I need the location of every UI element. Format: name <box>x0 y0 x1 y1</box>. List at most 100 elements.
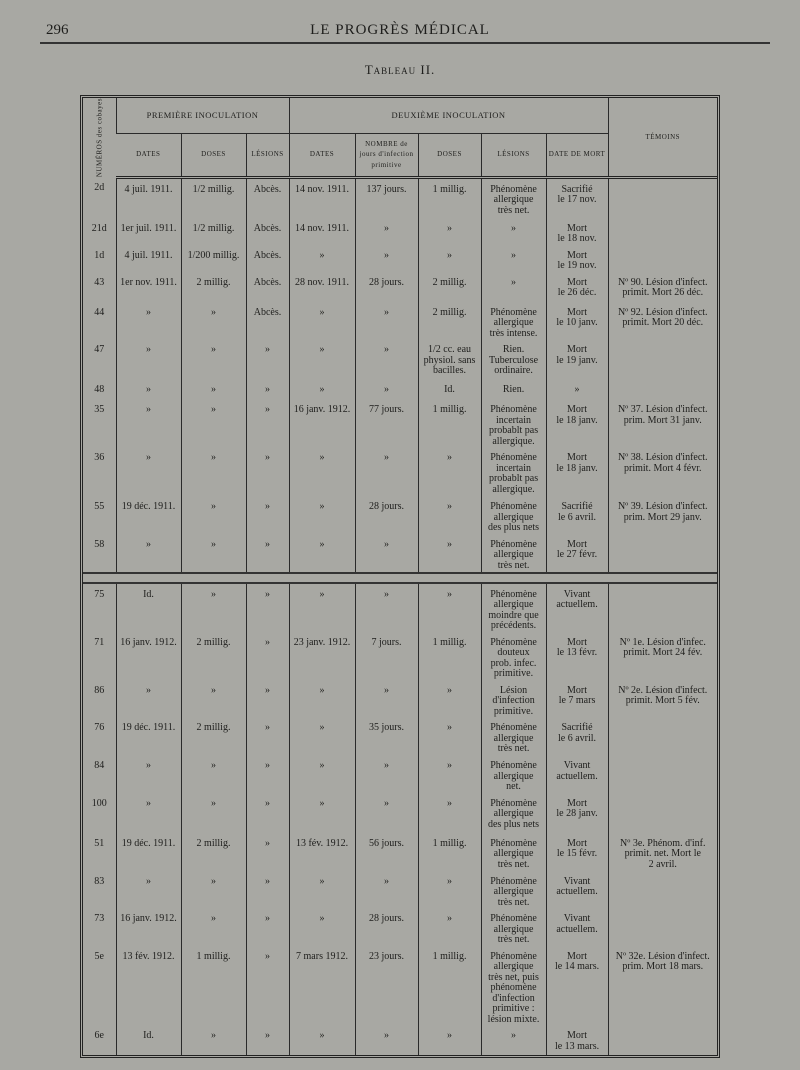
table-cell: 1d <box>94 249 105 261</box>
table-row: 55 19 déc. 1911.»»» 28 jours.» Phénomène al… <box>83 496 717 534</box>
table-cell: Phénomène allergique très net. <box>480 908 547 946</box>
table-cell: » <box>288 908 356 946</box>
table-cell: Nº 2e. Lésion d'infect. primit. Mort 5 f… <box>607 679 717 718</box>
table-cell: » <box>180 792 246 833</box>
table-cell: » <box>245 945 290 1026</box>
header-premiere-inoculation: PREMIÈRE INOCULATION <box>115 98 290 134</box>
table-cell: Mort le 13 mars. <box>545 1025 609 1056</box>
table-cell: » <box>245 908 290 946</box>
table-row: 43 1er nov. 1911. 2 millig. Abcès. 28 nov. 1… <box>83 271 717 302</box>
table-cell: Id. <box>115 1025 181 1056</box>
fold-line <box>83 571 717 584</box>
table-cell: 84 <box>94 760 105 772</box>
table-cell: 1 millig. <box>417 945 482 1026</box>
table-cell: » <box>354 379 419 400</box>
table-cell: 7 mars 1912. <box>288 945 356 1026</box>
table-cell: 2 millig. <box>180 631 246 680</box>
table-cell: Nº 38. Lésion d'infect. primit. Mort 4 f… <box>607 447 717 497</box>
table-cell: 44 <box>94 306 105 318</box>
table-cell: Vivant actuellem. <box>545 870 609 909</box>
table-cell: 56 jours. <box>354 832 419 871</box>
table-cell: » <box>417 217 482 245</box>
table-cell: » <box>180 679 246 718</box>
table-cell: » <box>245 1025 290 1056</box>
table-cell: Mort le 18 janv. <box>545 447 609 497</box>
table-cell: Abcès. <box>245 217 290 245</box>
table-cell: » <box>480 1025 547 1056</box>
table-cell: » <box>288 533 356 573</box>
table-cell: Nº 39. Lésion d'infect. prim. Mort 29 ja… <box>607 496 717 534</box>
table-cell: Mort le 19 nov. <box>545 244 609 272</box>
table-row: 83»»»»»» Phénomène allergique très net. Vi… <box>83 870 717 909</box>
table-cell: 1 millig. <box>417 177 482 218</box>
table-cell: » <box>288 755 356 793</box>
table-cell: 28 jours. <box>354 496 419 534</box>
column-header: DATE DE MORT <box>545 133 609 179</box>
table-cell: 4 juil. 1911. <box>115 244 181 272</box>
table-row: 71 16 janv. 1912. 2 millig.» 23 janv. 1912.… <box>83 631 717 680</box>
table-cell: 1 millig. <box>417 399 482 448</box>
table-cell <box>607 177 717 218</box>
table-cell: 55 <box>94 501 105 513</box>
table-cell: » <box>115 533 181 573</box>
table-cell: Phénomène allergique net. <box>480 755 547 793</box>
table-cell: » <box>180 379 246 400</box>
table-cell: » <box>417 717 482 756</box>
table-cell: Nº 90. Lésion d'infect. primit. Mort 26 … <box>607 271 717 302</box>
table-cell <box>607 379 717 400</box>
page-fold-break <box>83 571 717 584</box>
table-cell: » <box>245 755 290 793</box>
table-row: 75 Id.»»»»» Phénomène allergique moindre q… <box>83 582 717 632</box>
table-row: 2d 4 juil. 1911. 1/2 millig. Abcès. 14 nov. … <box>83 177 717 218</box>
table-cell: 1/2 millig. <box>180 217 246 245</box>
table-cell: Phénomène allergique très net. <box>480 177 547 218</box>
table-cell: 14 nov. 1911. <box>288 217 356 245</box>
table-cell: 2 millig. <box>417 271 482 302</box>
table-cell: 23 janv. 1912. <box>288 631 356 680</box>
table-cell: 77 jours. <box>354 399 419 448</box>
table-cell: » <box>245 792 290 833</box>
table-cell: 1/2 cc. eau physiol. sans bacilles. <box>417 339 482 380</box>
table-cell <box>607 717 717 756</box>
table-cell: 1/2 millig. <box>180 177 246 218</box>
table-cell: 23 jours. <box>354 945 419 1026</box>
table-cell: Phénomène allergique très net. <box>480 870 547 909</box>
table-cell: 16 janv. 1912. <box>288 399 356 448</box>
table-cell <box>607 870 717 909</box>
table-cell: 86 <box>94 684 105 696</box>
table-cell: » <box>288 870 356 909</box>
table-cell: » <box>417 1025 482 1056</box>
column-header: DOSES <box>417 133 482 179</box>
table-cell: 1 millig. <box>417 832 482 871</box>
table-cell: Sacrifié le 6 avril. <box>545 496 609 534</box>
table-cell <box>607 533 717 573</box>
table-cell: » <box>417 244 482 272</box>
table-cell: » <box>417 679 482 718</box>
table-row: 6e Id.»»»»»» Mort le 13 mars. <box>83 1025 717 1056</box>
table-cell: » <box>288 496 356 534</box>
table-cell: 1 millig. <box>417 631 482 680</box>
table-cell: » <box>245 447 290 497</box>
table-cell: 35 <box>94 404 105 416</box>
table-cell: Nº 1e. Lésion d'infec. primit. Mort 24 f… <box>607 631 717 680</box>
table-cell: Rien. <box>480 379 547 400</box>
table-cell: » <box>417 792 482 833</box>
table-row: 84»»»»»» Phénomène allergique net. Vivant … <box>83 755 717 793</box>
running-title: LE PROGRÈS MÉDICAL <box>310 22 490 38</box>
table-cell: 28 jours. <box>354 908 419 946</box>
table-cell: Lésion d'infection primitive. <box>480 679 547 718</box>
table-cell: Nº 32e. Lésion d'infect. prim. Mort 18 m… <box>607 945 717 1026</box>
table-cell: Vivant actuellem. <box>545 582 609 632</box>
table-cell: 36 <box>94 452 105 464</box>
column-header: LÉSIONS <box>480 133 547 179</box>
table-cell: Phénomène allergique très intense. <box>480 301 547 340</box>
page-number: 296 <box>46 22 69 38</box>
table-cell: 137 jours. <box>354 177 419 218</box>
table-cell: Phénomène douteux prob. infec. primitive… <box>480 631 547 680</box>
table-cell: » <box>354 244 419 272</box>
table-cell <box>607 582 717 632</box>
table-cell: 48 <box>94 384 105 396</box>
table-cell: » <box>354 339 419 380</box>
table-cell: » <box>245 533 290 573</box>
table-cell: » <box>417 496 482 534</box>
